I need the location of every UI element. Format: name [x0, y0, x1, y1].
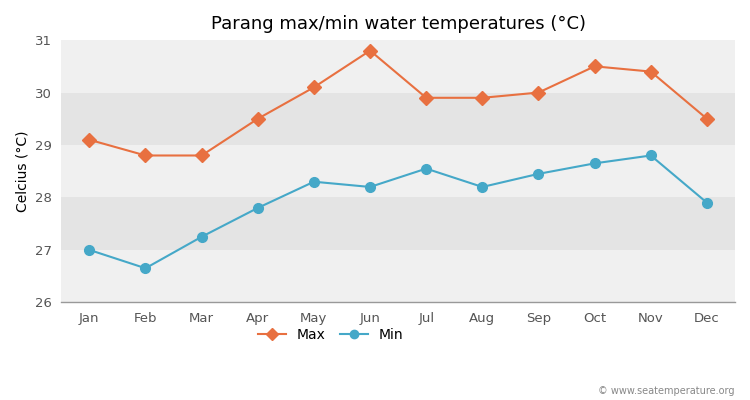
Text: © www.seatemperature.org: © www.seatemperature.org: [598, 386, 735, 396]
Bar: [62, 250, 735, 302]
Legend: Max, Min: Max, Min: [253, 323, 409, 348]
Bar: [62, 198, 735, 250]
Title: Parang max/min water temperatures (°C): Parang max/min water temperatures (°C): [211, 15, 586, 33]
Bar: [62, 92, 735, 145]
Bar: [62, 145, 735, 198]
Bar: [62, 40, 735, 92]
Y-axis label: Celcius (°C): Celcius (°C): [15, 130, 29, 212]
